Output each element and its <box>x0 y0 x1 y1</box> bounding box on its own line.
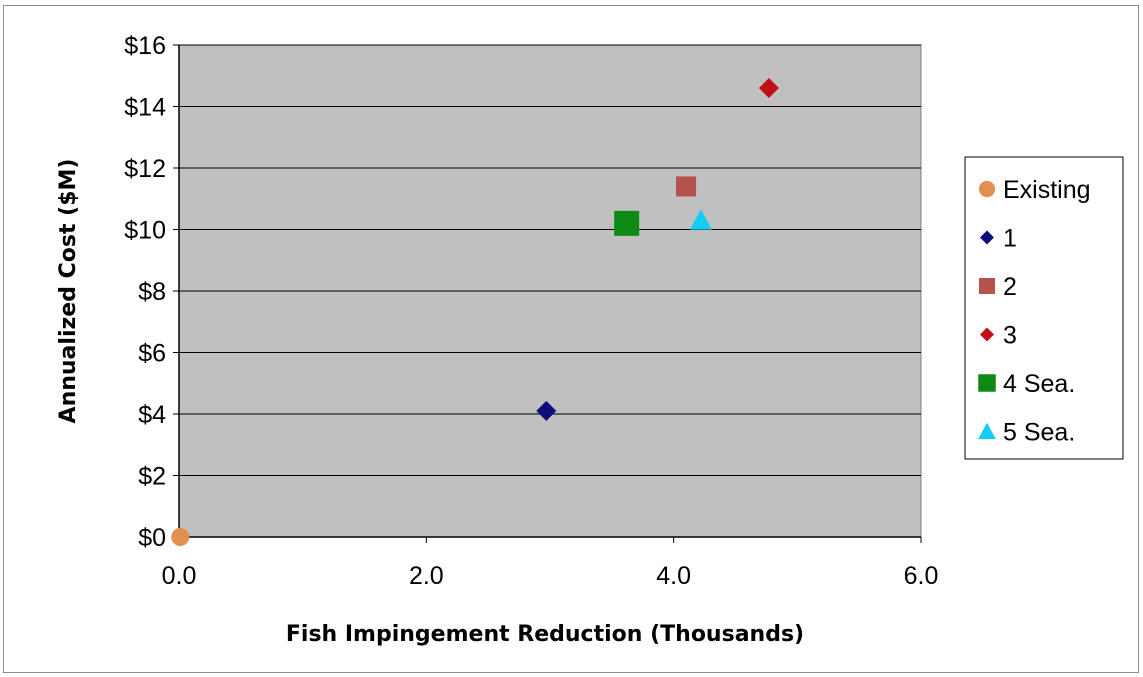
legend-label: 2 <box>1003 273 1017 301</box>
x-tick-label: 6.0 <box>904 562 939 590</box>
y-tick-label: $6 <box>138 340 166 368</box>
x-tick-label: 4.0 <box>656 562 691 590</box>
y-tick-label: $2 <box>138 463 166 491</box>
legend-marker <box>979 181 995 197</box>
y-tick-label: $0 <box>138 524 166 552</box>
y-tick-label: $4 <box>138 401 166 429</box>
x-axis-title: Fish Impingement Reduction (Thousands) <box>286 622 804 647</box>
legend-marker <box>979 278 995 294</box>
y-tick-labels: $0 $2 $4 $6 $8 $10 $12 $14 $16 <box>124 32 166 552</box>
y-tick-label: $16 <box>124 32 166 60</box>
x-tick-label: 0.0 <box>162 562 197 590</box>
y-axis-title: Annualized Cost ($M) <box>56 159 81 424</box>
legend-label: 4 Sea. <box>1003 370 1075 398</box>
legend-label: 3 <box>1003 322 1017 350</box>
y-tick-label: $14 <box>124 94 166 122</box>
y-tick-label: $10 <box>124 217 166 245</box>
data-point <box>614 211 639 236</box>
legend-label: 1 <box>1003 225 1017 253</box>
y-tick-label: $8 <box>138 278 166 306</box>
x-tick-label: 2.0 <box>409 562 444 590</box>
data-point <box>676 176 696 196</box>
x-tick-labels: 0.0 2.0 4.0 6.0 <box>162 562 939 590</box>
legend: Existing 1 2 3 4 Sea. 5 Sea. <box>965 157 1123 459</box>
y-tick-label: $12 <box>124 155 166 183</box>
legend-label: 5 Sea. <box>1003 419 1075 447</box>
legend-marker <box>978 374 996 392</box>
legend-label: Existing <box>1003 176 1091 204</box>
data-point <box>171 528 189 546</box>
